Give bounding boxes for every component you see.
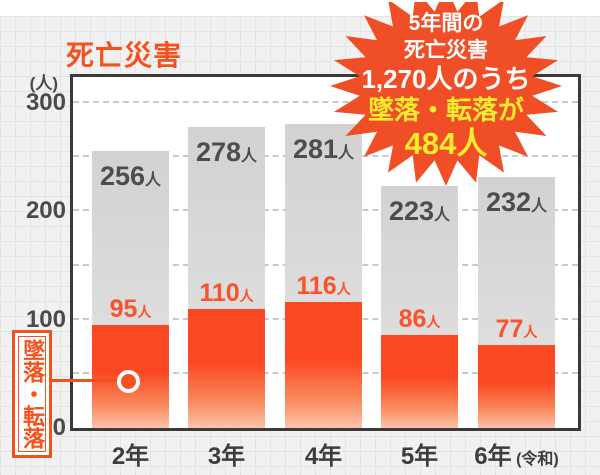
bar-group-4年: 281人 116人 bbox=[285, 77, 362, 428]
y-tick-200: 200 bbox=[25, 197, 66, 225]
badge-line-2: 死亡災害 bbox=[404, 39, 488, 62]
falls-callout-label: 墜落・転落 bbox=[20, 339, 45, 449]
starburst-badge bbox=[330, 2, 562, 186]
bar-group-5年: 223人 86人 bbox=[381, 77, 458, 428]
badge-line-3: 1,270人のうち bbox=[361, 64, 531, 94]
x-label-4年: 4年 bbox=[304, 443, 343, 470]
falls-callout-inner-border: 墜落・転落 bbox=[18, 336, 46, 452]
callout-marker-dot bbox=[117, 370, 140, 393]
y-tick-300: 300 bbox=[25, 89, 66, 116]
falls-value-label: 116人 bbox=[296, 272, 351, 301]
era-suffix-label: (令和) bbox=[511, 451, 559, 468]
falls-value-label: 86人 bbox=[398, 304, 441, 333]
x-label-3年: 3年 bbox=[207, 443, 246, 470]
total-value-label: 278人 bbox=[195, 136, 258, 167]
total-value-label: 281人 bbox=[292, 133, 355, 164]
badge-line-4: 墜落・転落が bbox=[367, 95, 524, 125]
falls-value-label: 110人 bbox=[199, 278, 254, 307]
bar-group-6年: 232人 77人 bbox=[478, 77, 555, 428]
falls-bar bbox=[381, 334, 458, 428]
falls-value-label: 95人 bbox=[109, 295, 152, 324]
starburst-shape bbox=[330, 2, 562, 186]
badge-text-block: 5年間の 死亡災害 1,270人のうち 墜落・転落が 484人 bbox=[330, 10, 562, 161]
falls-bar bbox=[478, 344, 555, 428]
x-label-2年: 2年 bbox=[111, 443, 150, 470]
falls-bar bbox=[188, 308, 265, 428]
chart-title: 死亡災害 bbox=[66, 40, 183, 71]
falls-bar bbox=[285, 302, 362, 428]
y-tick-0: 0 bbox=[52, 414, 66, 441]
bar-group-3年: 278人 110人 bbox=[188, 77, 265, 428]
x-label-5年: 5年 bbox=[400, 443, 439, 470]
total-value-label: 232人 bbox=[485, 186, 548, 217]
falls-callout-box: 墜落・転落 bbox=[12, 330, 52, 458]
y-tick-100: 100 bbox=[25, 305, 66, 333]
callout-connector-line bbox=[52, 379, 128, 382]
badge-line-5: 484人 bbox=[404, 126, 488, 161]
y-axis-unit-label: (人) bbox=[29, 74, 58, 93]
x-label-6年: 6年 (令和) bbox=[474, 443, 559, 470]
total-value-label: 223人 bbox=[388, 196, 451, 227]
badge-line-1: 5年間の bbox=[408, 12, 484, 35]
total-value-label: 256人 bbox=[99, 160, 162, 191]
gridline-300 bbox=[73, 101, 578, 103]
falls-value-label: 77人 bbox=[495, 314, 538, 343]
